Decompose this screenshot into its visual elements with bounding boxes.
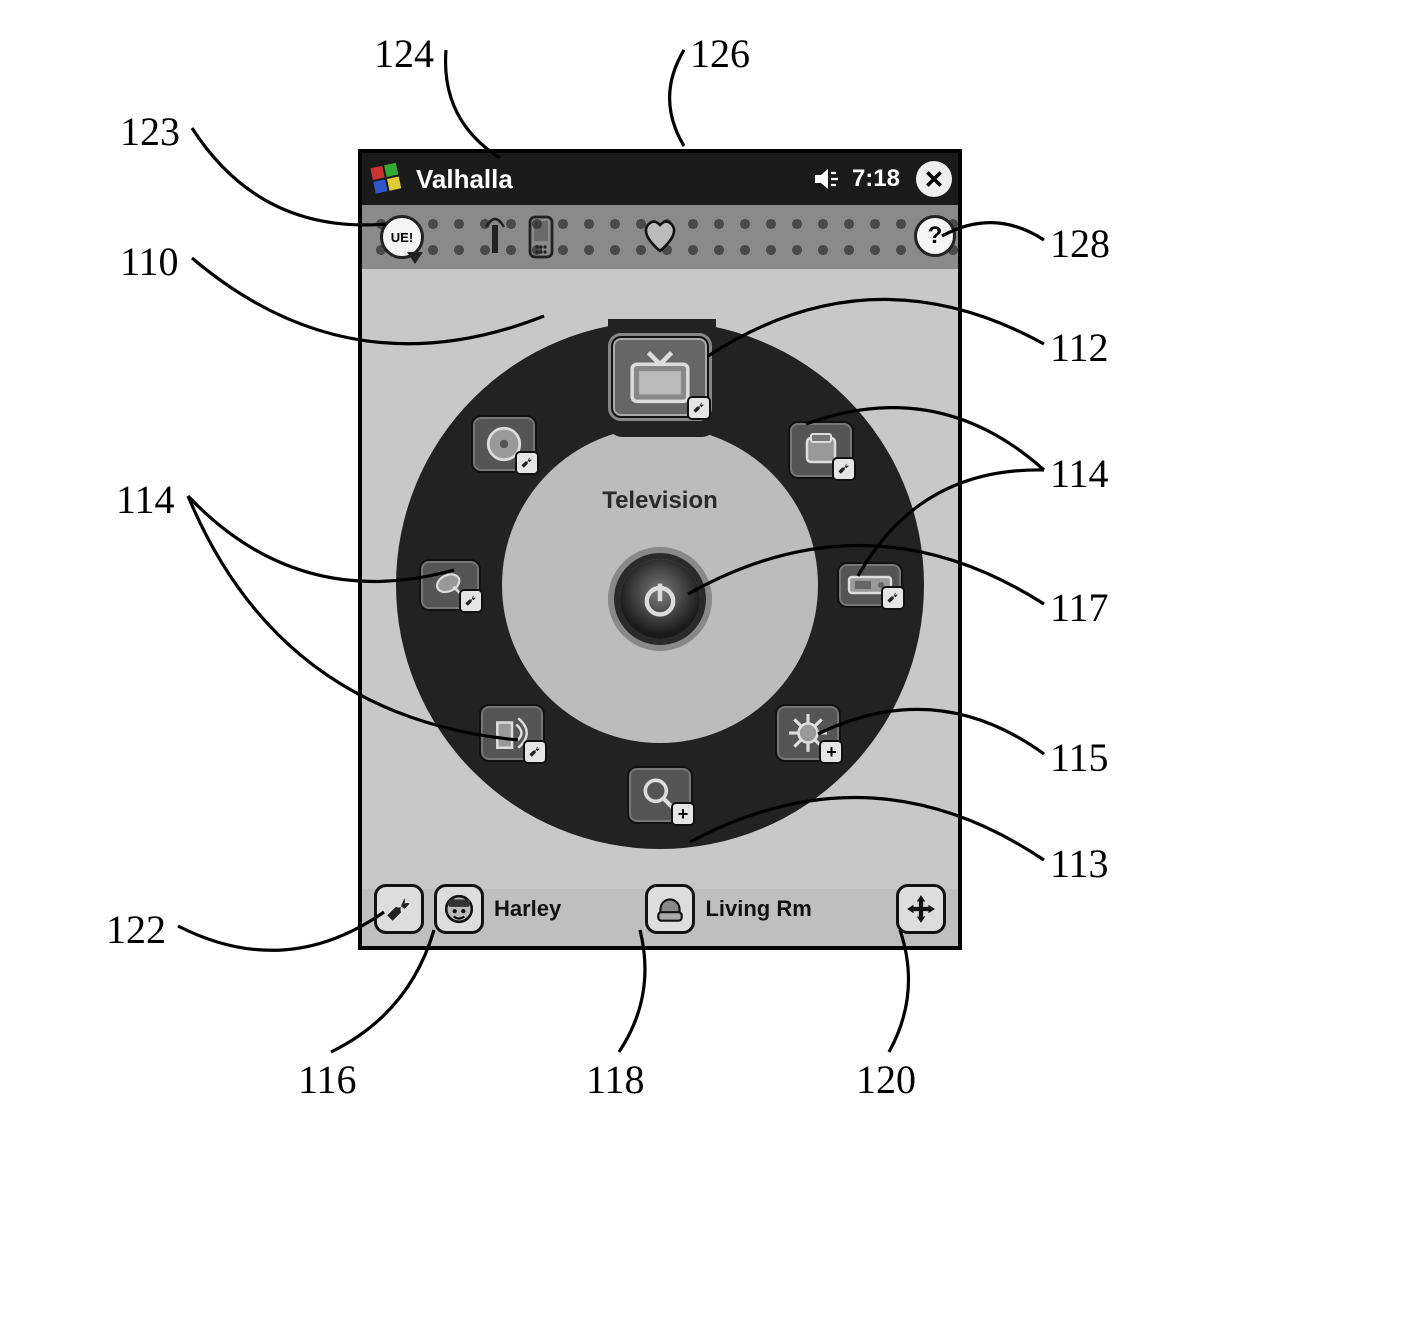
callout-124: 124 bbox=[374, 30, 434, 77]
user-button[interactable] bbox=[434, 884, 484, 934]
close-button[interactable] bbox=[916, 161, 952, 197]
wrench-badge-icon bbox=[832, 457, 856, 481]
bottom-toolbar: Harley Living Rm bbox=[362, 880, 958, 938]
signal-icon[interactable] bbox=[478, 211, 512, 263]
wheel-segment-nw[interactable] bbox=[471, 415, 537, 473]
favorites-heart-icon[interactable] bbox=[638, 215, 682, 255]
top-icon-strip: UE! bbox=[362, 205, 958, 269]
figure-canvas: Valhalla 7:18 UE! bbox=[0, 0, 1418, 1319]
app-title: Valhalla bbox=[416, 164, 513, 195]
wheel-segment-sw[interactable] bbox=[479, 704, 545, 762]
wrench-badge-icon bbox=[687, 396, 711, 420]
callout-118: 118 bbox=[586, 1056, 645, 1103]
callout-122: 122 bbox=[106, 906, 166, 953]
home-bubble-icon[interactable]: UE! bbox=[380, 215, 424, 259]
callout-114: 114 bbox=[1050, 450, 1109, 497]
device-screenshot: Valhalla 7:18 UE! bbox=[358, 149, 962, 950]
home-bubble-label: UE! bbox=[391, 230, 413, 245]
callout-120: 120 bbox=[856, 1056, 916, 1103]
callout-113: 113 bbox=[1050, 840, 1109, 887]
callout-112: 112 bbox=[1050, 324, 1109, 371]
help-icon[interactable]: ? bbox=[914, 215, 956, 257]
tools-button[interactable] bbox=[374, 884, 424, 934]
wrench-badge-icon bbox=[523, 740, 547, 764]
room-label: Living Rm bbox=[705, 896, 811, 922]
wheel-segment-tv[interactable] bbox=[611, 336, 709, 418]
selected-device-label: Television bbox=[362, 487, 958, 515]
start-flag-icon[interactable] bbox=[368, 160, 406, 198]
callout-128: 128 bbox=[1050, 220, 1110, 267]
wrench-badge-icon bbox=[515, 451, 539, 475]
help-label: ? bbox=[928, 222, 943, 250]
wheel-segment-se[interactable]: + bbox=[775, 704, 841, 762]
wheel-segment-e[interactable] bbox=[837, 562, 903, 608]
user-label: Harley bbox=[494, 896, 561, 922]
callout-126: 126 bbox=[690, 30, 750, 77]
main-area: Television + + bbox=[362, 269, 958, 889]
wheel-segment-w[interactable] bbox=[419, 559, 481, 611]
callout-115: 115 bbox=[1050, 734, 1109, 781]
clock-text: 7:18 bbox=[852, 165, 900, 193]
volume-icon[interactable] bbox=[812, 165, 840, 193]
handheld-device-icon[interactable] bbox=[524, 211, 558, 263]
callout-116: 116 bbox=[298, 1056, 357, 1103]
callout-114: 114 bbox=[116, 476, 175, 523]
wrench-badge-icon bbox=[459, 589, 483, 613]
plus-badge-icon: + bbox=[819, 740, 843, 764]
plus-badge-icon: + bbox=[671, 802, 695, 826]
callout-123: 123 bbox=[120, 108, 180, 155]
callout-110: 110 bbox=[120, 238, 179, 285]
wrench-badge-icon bbox=[881, 586, 905, 610]
callout-117: 117 bbox=[1050, 584, 1109, 631]
window-titlebar: Valhalla 7:18 bbox=[362, 153, 958, 205]
wheel-segment-s[interactable]: + bbox=[627, 766, 693, 824]
move-button[interactable] bbox=[896, 884, 946, 934]
room-button[interactable] bbox=[645, 884, 695, 934]
power-button[interactable] bbox=[620, 559, 700, 639]
wheel-segment-ne[interactable] bbox=[788, 421, 854, 479]
